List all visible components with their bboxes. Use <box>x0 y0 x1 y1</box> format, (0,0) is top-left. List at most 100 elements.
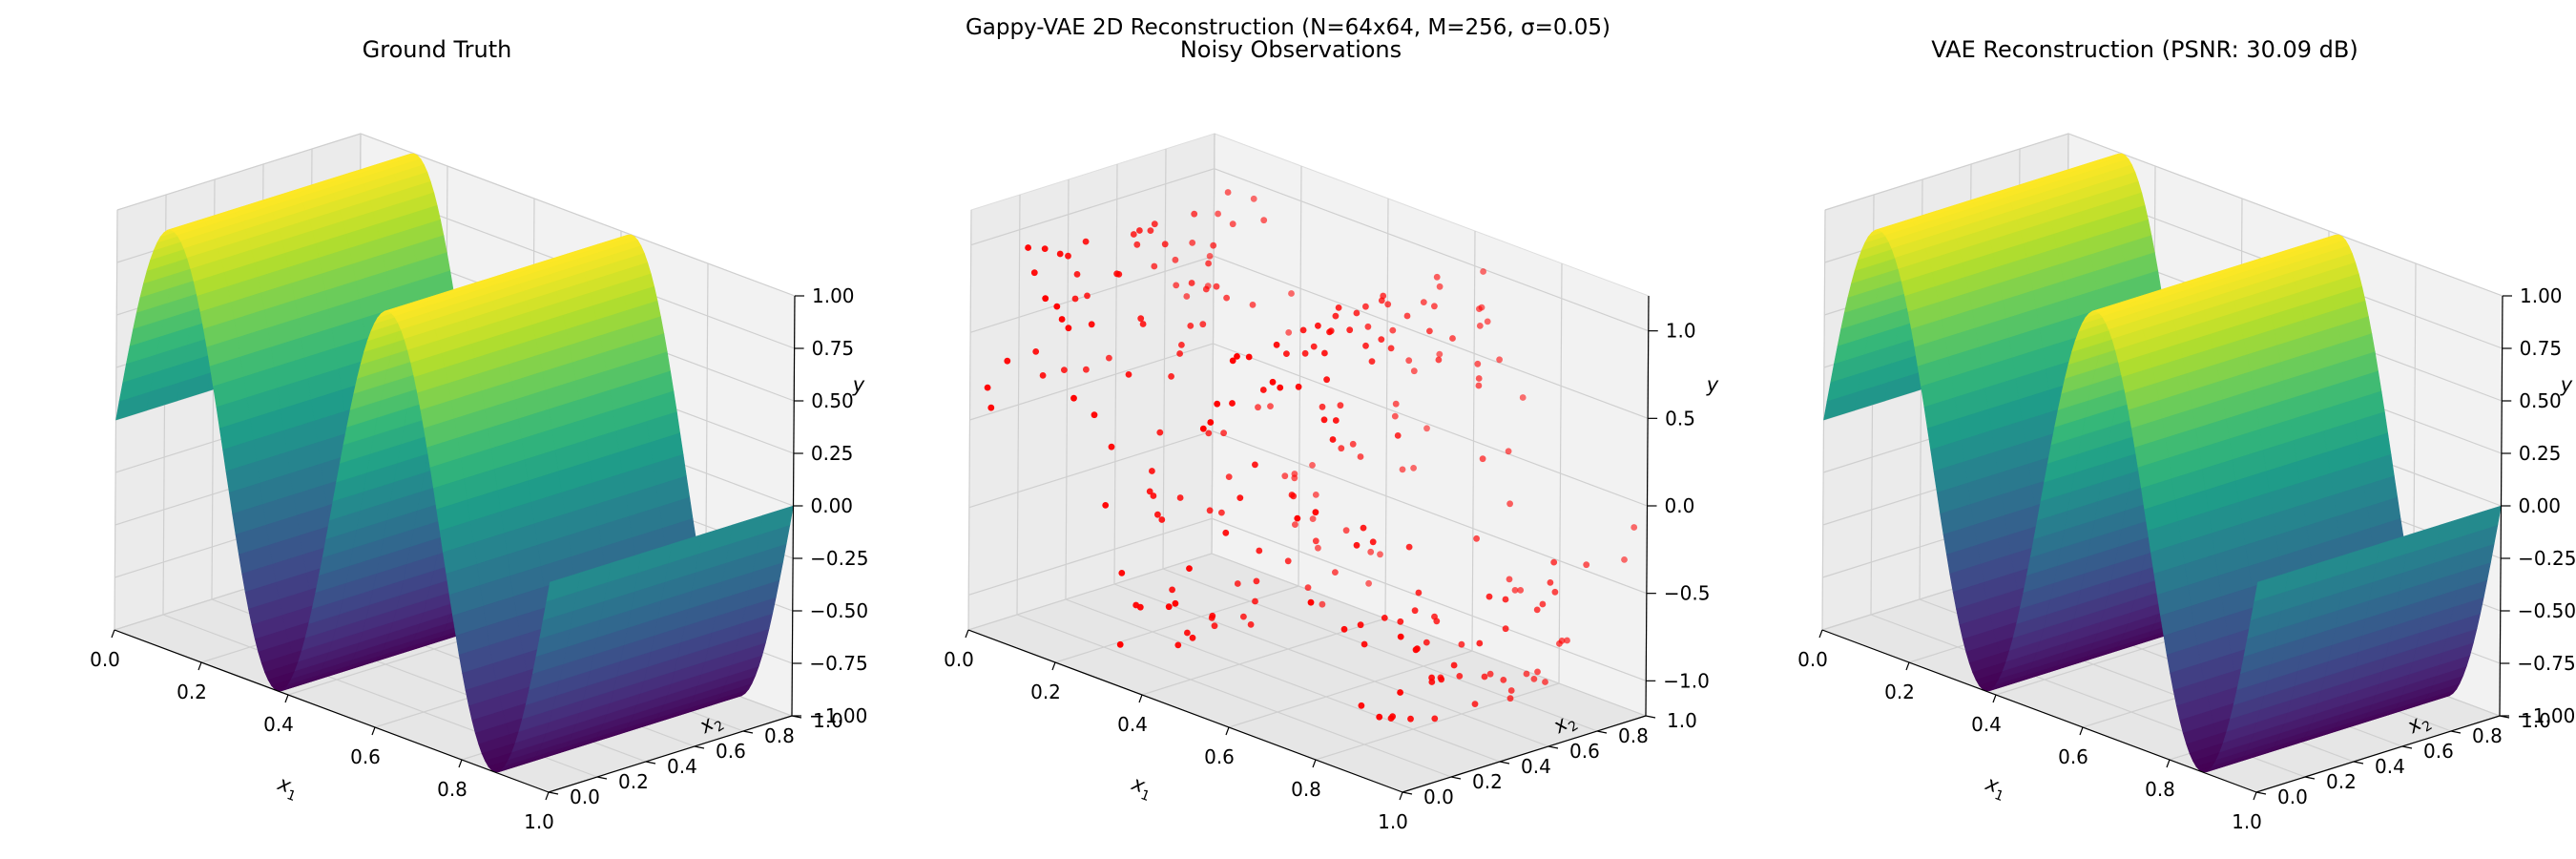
data-point <box>1229 357 1236 365</box>
data-point <box>1362 303 1369 310</box>
data-point <box>1412 646 1420 654</box>
data-point <box>1149 468 1155 474</box>
data-point <box>1475 375 1483 382</box>
data-point <box>1234 580 1241 587</box>
figure-suptitle: Gappy-VAE 2D Reconstruction (N=64x64, M=… <box>966 15 1610 40</box>
data-point <box>1542 679 1548 685</box>
x1-tick <box>197 661 202 671</box>
data-point <box>1091 411 1098 419</box>
data-point <box>1500 677 1507 683</box>
gridline-x1 <box>967 553 1213 631</box>
data-point <box>1533 606 1541 614</box>
x2-tick <box>1450 776 1462 780</box>
x1-axis-line <box>114 629 550 793</box>
data-point <box>1273 341 1280 348</box>
data-point <box>1205 260 1212 267</box>
data-point <box>1362 342 1369 349</box>
data-point <box>1184 629 1191 637</box>
data-point <box>1205 430 1213 437</box>
y-tick-label: 0.0 <box>1665 494 1695 517</box>
data-point <box>1315 544 1321 552</box>
y-tick-label: −0.75 <box>2517 652 2575 675</box>
x1-tick-label: 0.2 <box>1884 681 1915 703</box>
x2-tick-label: 0.2 <box>618 770 649 793</box>
gridline-y <box>1214 168 1649 332</box>
data-point <box>1394 432 1402 439</box>
data-point <box>1304 584 1312 591</box>
data-point <box>1309 515 1317 522</box>
data-point <box>1125 371 1132 378</box>
data-point <box>1053 303 1061 310</box>
x2-tick <box>1548 745 1559 749</box>
x1-tick <box>965 629 969 639</box>
data-point <box>1534 668 1541 676</box>
data-point <box>1410 465 1417 471</box>
data-point <box>1631 524 1638 531</box>
x1-tick-label: 0.6 <box>2058 745 2088 768</box>
data-point <box>1391 412 1399 420</box>
data-point <box>1511 587 1519 594</box>
data-point <box>1158 516 1166 523</box>
data-point <box>1284 557 1292 565</box>
data-point <box>1450 661 1458 669</box>
x1-axis-label: x1 <box>273 771 302 805</box>
surface <box>1823 153 2502 773</box>
x2-tick <box>2450 730 2462 734</box>
data-point <box>1073 271 1081 278</box>
data-point <box>1353 309 1361 317</box>
data-point <box>1506 576 1513 583</box>
data-point <box>1294 514 1301 522</box>
x2-tick <box>1596 730 1608 734</box>
data-point <box>1471 701 1479 707</box>
data-point <box>1224 189 1232 196</box>
x1-tick <box>1992 694 1997 703</box>
data-point <box>1178 342 1185 348</box>
data-point <box>1423 639 1430 646</box>
gridline-y <box>1212 517 1647 681</box>
data-point <box>1301 349 1309 357</box>
data-point <box>1484 318 1491 325</box>
data-point <box>1207 419 1215 426</box>
data-point <box>1218 509 1225 516</box>
y-tick-label: 1.00 <box>2520 284 2563 307</box>
data-point <box>1473 534 1480 542</box>
x1-tick-label: 1.0 <box>1378 810 1408 833</box>
data-point <box>1449 335 1456 342</box>
x2-axis-line <box>1402 715 1647 793</box>
data-point <box>1558 638 1566 644</box>
data-point <box>1309 462 1316 469</box>
x2-tick-label: 0.0 <box>1423 786 1454 808</box>
data-point <box>1564 637 1570 644</box>
data-point <box>1150 492 1157 499</box>
data-point <box>1106 354 1112 362</box>
data-point <box>1172 256 1179 263</box>
x2-tick-label: 0.0 <box>570 786 600 808</box>
panel-vae-reconstruction: VAE Reconstruction (PSNR: 30.09 dB) 0.00… <box>1797 36 2576 833</box>
x1-tick <box>371 726 376 736</box>
data-point <box>1431 303 1438 310</box>
data-point <box>1338 445 1345 452</box>
x2-tick-label: 1.0 <box>813 709 843 732</box>
data-point <box>1423 425 1430 432</box>
data-point <box>1220 430 1227 437</box>
data-point <box>1329 436 1337 443</box>
surface-patch <box>546 572 581 602</box>
data-point <box>1361 640 1368 648</box>
data-point <box>1312 509 1319 516</box>
y-tick-label: −1.00 <box>2517 704 2575 727</box>
x1-tick-label: 0.0 <box>944 648 974 671</box>
data-point <box>1236 494 1244 501</box>
data-point <box>1136 227 1143 234</box>
data-point <box>1392 400 1400 408</box>
data-point <box>1435 356 1443 364</box>
x2-tick-label: 1.0 <box>2521 709 2551 732</box>
data-point <box>1291 471 1298 477</box>
x1-tick <box>1399 791 1403 801</box>
x1-tick-label: 0.8 <box>1291 778 1321 801</box>
data-point <box>1277 384 1284 391</box>
x2-tick <box>548 791 559 795</box>
gridline-x2 <box>1211 553 1647 717</box>
x2-tick <box>1402 791 1413 795</box>
data-point <box>1547 579 1554 586</box>
